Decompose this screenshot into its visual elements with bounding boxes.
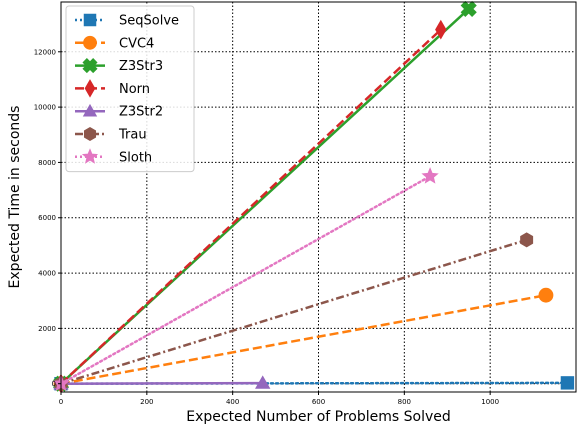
x-tick-label: 0 [59,398,63,406]
legend-entry: Sloth [75,148,152,165]
series-sloth [52,167,439,392]
y-tick-label: 8000 [38,159,56,167]
legend-entry: CVC4 [75,35,154,51]
legend-entry: Trau [75,127,147,143]
series-line [59,175,432,385]
circle-marker [83,35,97,50]
legend-entry: SeqSolve [75,14,179,29]
legend-entry: Norn [75,79,150,98]
legend-label: Trau [118,128,147,143]
series-line [60,381,263,385]
circle-marker [538,287,554,303]
legend-entry: Z3Str2 [75,103,163,120]
triangle-marker [255,375,271,389]
series-line [60,28,442,385]
legend-box [65,5,195,173]
x-tick-label: 1000 [481,398,499,406]
x-tick-label: 200 [140,398,153,406]
diamond-marker [84,79,96,98]
square-marker [560,376,575,390]
series-z3str2 [53,375,271,390]
x-marker [82,58,98,74]
star-marker [421,167,439,184]
y-axis-ticks: 0 2000 4000 6000 8000 10000 12000 [34,48,61,388]
square-marker [83,13,97,27]
hexagon-marker [83,127,97,141]
x-axis-label: Expected Number of Problems Solved [186,409,451,425]
y-tick-label: 0 [52,380,56,388]
legend-label: Sloth [119,150,152,165]
y-tick-label: 10000 [34,104,56,112]
series-line [60,238,528,385]
x-axis-ticks: 0 200 400 600 800 1000 [59,392,499,406]
y-tick-label: 6000 [38,214,56,222]
legend-label: Z3Str3 [119,59,163,74]
star-marker [81,148,99,164]
y-tick-label: 12000 [34,48,56,56]
x-tick-label: 800 [398,398,411,406]
legend-label: SeqSolve [119,14,179,29]
y-axis-label: Expected Time in seconds [7,106,23,289]
hexagon-marker [520,232,534,248]
series-line [60,293,547,385]
series-cvc4 [53,287,554,392]
x-marker [460,0,477,17]
legend-label: CVC4 [119,36,154,51]
triangle-marker [82,103,98,117]
y-tick-label: 2000 [38,325,56,333]
y-tick-label: 4000 [38,270,56,278]
x-tick-label: 400 [226,398,239,406]
legend-label: Z3Str2 [119,105,163,120]
diamond-marker [435,19,447,40]
legend: SeqSolve CVC4 Z3Str3 Norn Z3Str2 Trau Sloth [65,5,195,173]
x-tick-label: 600 [312,398,325,406]
legend-entry: Z3Str3 [75,58,163,74]
series-layer [52,0,575,394]
legend-label: Norn [119,82,150,97]
